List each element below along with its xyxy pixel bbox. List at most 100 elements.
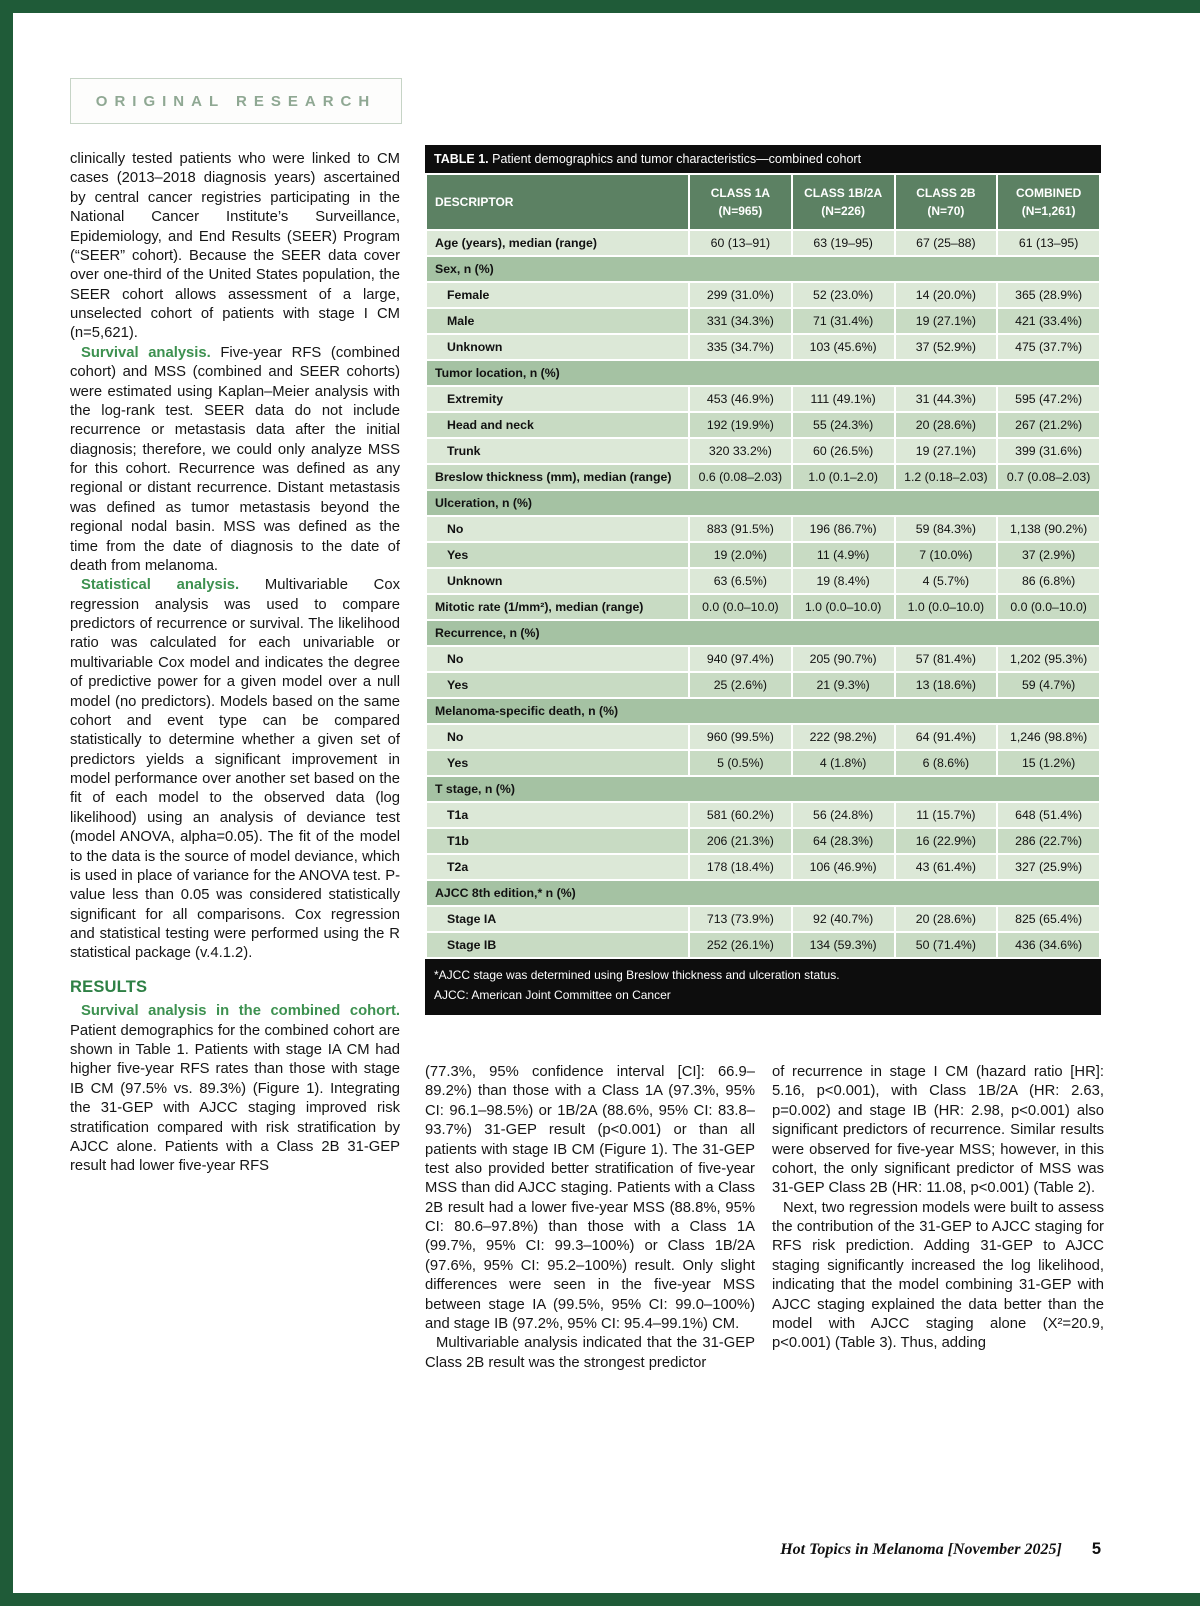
row-label-cell: Age (years), median (range) [425,229,690,257]
table-row: Sex, n (%) [425,255,1101,283]
value-cell: 11 (4.9%) [790,541,896,569]
value-cell: 399 (31.6%) [996,437,1101,465]
value-cell: 327 (25.9%) [996,853,1101,881]
value-cell: 20 (28.6%) [893,905,999,933]
table-row: Female 299 (31.0%) 52 (23.0%) 14 (20.0%) 365… [425,281,1101,309]
row-label-cell: Stage IB [425,931,690,959]
table-row: Trunk 320 33.2%) 60 (26.5%) 19 (27.1%) 399 (… [425,437,1101,465]
value-cell: 63 (19–95) [790,229,896,257]
table-row: Recurrence, n (%) [425,619,1101,647]
value-cell: 55 (24.3%) [790,411,896,439]
original-research-banner: ORIGINAL RESEARCH [70,78,402,124]
value-cell: 103 (45.6%) [790,333,896,361]
column-header-combined: COMBINED (N=1,261) [996,173,1101,231]
value-cell: 11 (15.7%) [893,801,999,829]
paragraph-survival-analysis: Survival analysis. Five-year RFS (combin… [70,344,400,577]
column-header-class-1a: CLASS 1A (N=965) [688,173,793,231]
row-label-cell: Yes [425,541,690,569]
value-cell: 111 (49.1%) [790,385,896,413]
value-cell: 61 (13–95) [996,229,1101,257]
row-label-cell: T2a [425,853,690,881]
value-cell: 421 (33.4%) [996,307,1101,335]
value-cell: 64 (28.3%) [790,827,896,855]
value-cell: 60 (26.5%) [790,437,896,465]
value-cell: 940 (97.4%) [688,645,793,673]
value-cell: 31 (44.3%) [893,385,999,413]
value-cell: 286 (22.7%) [996,827,1101,855]
row-label-cell: No [425,515,690,543]
value-cell: 595 (47.2%) [996,385,1101,413]
table-row: T1a 581 (60.2%) 56 (24.8%) 11 (15.7%) 648 (5… [425,801,1101,829]
page-number: 5 [1091,1540,1101,1558]
value-cell: 320 33.2%) [688,437,793,465]
value-cell: 0.6 (0.08–2.03) [688,463,793,491]
footnote-line-ajcc-abbrev: AJCC: American Joint Committee on Cancer [434,987,671,1002]
value-cell: 825 (65.4%) [996,905,1101,933]
row-label-cell: Yes [425,749,690,777]
value-cell: 4 (1.8%) [790,749,896,777]
paragraph-recurrence-hr: of recurrence in stage I CM (hazard rati… [772,1064,1104,1197]
row-label-cell: Breslow thickness (mm), median (range) [425,463,690,491]
category-cell: Sex, n (%) [425,255,1101,283]
value-cell: 60 (13–91) [688,229,793,257]
value-cell: 106 (46.9%) [790,853,896,881]
value-cell: 20 (28.6%) [893,411,999,439]
value-cell: 15 (1.2%) [996,749,1101,777]
table-row: Yes 19 (2.0%) 11 (4.9%) 7 (10.0%) 37 (2.9%) [425,541,1101,569]
value-cell: 252 (26.1%) [688,931,793,959]
category-cell: Recurrence, n (%) [425,619,1101,647]
value-cell: 1.0 (0.0–10.0) [790,593,896,621]
value-cell: 365 (28.9%) [996,281,1101,309]
value-cell: 299 (31.0%) [688,281,793,309]
row-label-cell: No [425,645,690,673]
value-cell: 19 (27.1%) [893,437,999,465]
table-title-label: TABLE 1. [434,152,489,166]
row-label-cell: Trunk [425,437,690,465]
table-footnote: *AJCC stage was determined using Breslow… [425,959,1101,1015]
row-label-cell: Yes [425,671,690,699]
table-row: Head and neck 192 (19.9%) 55 (24.3%) 20 (28… [425,411,1101,439]
table-row: T1b 206 (21.3%) 64 (28.3%) 16 (22.9%) 286 (2… [425,827,1101,855]
value-cell: 713 (73.9%) [688,905,793,933]
value-cell: 37 (2.9%) [996,541,1101,569]
table-row: Stage IA 713 (73.9%) 92 (40.7%) 20 (28.6%) 8… [425,905,1101,933]
value-cell: 21 (9.3%) [790,671,896,699]
table-row: Mitotic rate (1/mm²), median (range) 0.0 … [425,593,1101,621]
value-cell: 52 (23.0%) [790,281,896,309]
value-cell: 86 (6.8%) [996,567,1101,595]
value-cell: 0.7 (0.08–2.03) [996,463,1101,491]
value-cell: 331 (34.3%) [688,307,793,335]
category-cell: T stage, n (%) [425,775,1101,803]
value-cell: 19 (8.4%) [790,567,896,595]
right-column: of recurrence in stage I CM (hazard rati… [772,1063,1104,1354]
table-row: No 960 (99.5%) 222 (98.2%) 64 (91.4%) 1,246 … [425,723,1101,751]
lead-survival-analysis: Survival analysis. [81,344,211,361]
value-cell: 581 (60.2%) [688,801,793,829]
table-row: Age (years), median (range) 60 (13–91) 63 … [425,229,1101,257]
value-cell: 1,202 (95.3%) [996,645,1101,673]
table-row: No 883 (91.5%) 196 (86.7%) 59 (84.3%) 1,138 … [425,515,1101,543]
row-label-cell: Male [425,307,690,335]
paragraph-results-ci: (77.3%, 95% confidence interval [CI]: 66… [425,1064,755,1332]
value-cell: 134 (59.3%) [790,931,896,959]
table-1: TABLE 1. Patient demographics and tumor … [425,145,1101,1015]
value-cell: 59 (84.3%) [893,515,999,543]
value-cell: 196 (86.7%) [790,515,896,543]
value-cell: 1.0 (0.0–10.0) [893,593,999,621]
value-cell: 475 (37.7%) [996,333,1101,361]
page-border-bottom [0,1593,1200,1606]
paragraph-text: Five-year RFS (combined cohort) and MSS … [70,344,400,574]
value-cell: 57 (81.4%) [893,645,999,673]
table-row: Yes 5 (0.5%) 4 (1.8%) 6 (8.6%) 15 (1.2%) [425,749,1101,777]
table-title: TABLE 1. Patient demographics and tumor … [425,145,1101,173]
value-cell: 1.0 (0.1–2.0) [790,463,896,491]
value-cell: 4 (5.7%) [893,567,999,595]
value-cell: 436 (34.6%) [996,931,1101,959]
value-cell: 43 (61.4%) [893,853,999,881]
paragraph-multivariable: Multivariable analysis indicated that th… [425,1335,755,1371]
paragraph-regression-models: Next, two regression models were built t… [772,1199,1104,1352]
table-row: Melanoma-specific death, n (%) [425,697,1101,725]
value-cell: 6 (8.6%) [893,749,999,777]
value-cell: 0.0 (0.0–10.0) [688,593,793,621]
value-cell: 1,246 (98.8%) [996,723,1101,751]
